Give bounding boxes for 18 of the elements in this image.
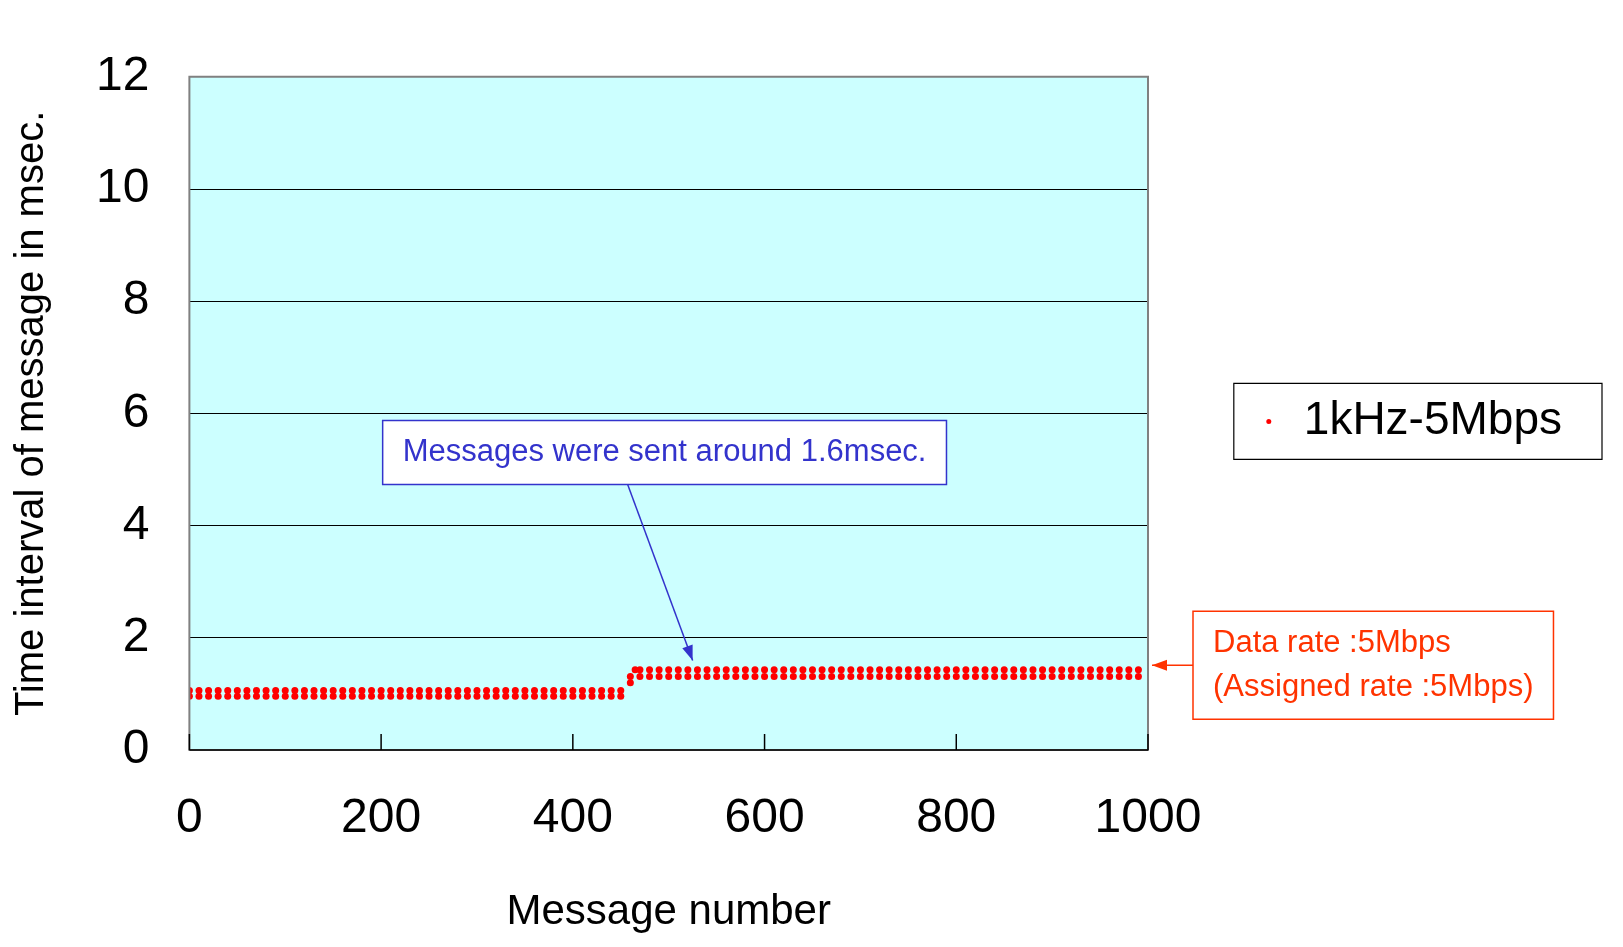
y-axis-title: Time interval of message in msec. xyxy=(7,110,52,717)
y-tick-label: 10 xyxy=(96,159,150,213)
x-tick-label: 0 xyxy=(176,789,203,843)
x-tick-label: 200 xyxy=(341,789,422,843)
y-tick-label: 8 xyxy=(122,271,150,325)
x-tick-label: 1000 xyxy=(1094,789,1202,843)
x-tick-label: 600 xyxy=(724,789,805,843)
x-tick-label: 800 xyxy=(916,789,997,843)
text: 1kHz-5Mbps xyxy=(1303,392,1563,445)
text: Data rate :5Mbps (Assigned rate :5Mbps) xyxy=(1213,623,1534,703)
y-tick-label: 0 xyxy=(122,720,150,774)
y-tick-label: 4 xyxy=(122,495,150,549)
y-tick-label: 12 xyxy=(96,47,150,101)
annotation: Messages were sent around 1.6msec. xyxy=(402,433,927,469)
x-axis-title: Message number xyxy=(506,886,831,934)
y-tick-label: 6 xyxy=(122,383,150,437)
y-tick-label: 2 xyxy=(122,608,150,662)
x-tick-label: 400 xyxy=(532,789,613,843)
